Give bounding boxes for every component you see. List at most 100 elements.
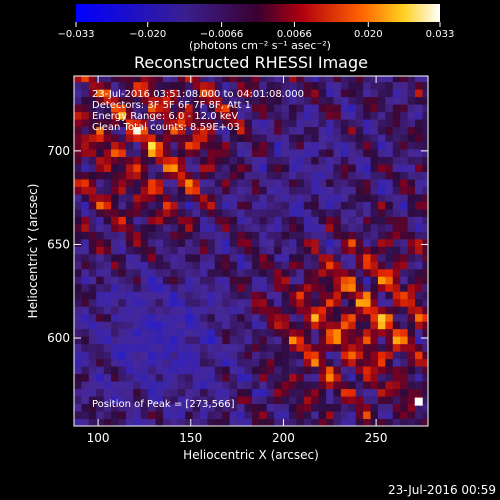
heatmap-cell [125, 208, 134, 217]
heatmap-cell [81, 89, 90, 98]
heatmap-cell [266, 321, 275, 330]
heatmap-cell [148, 193, 157, 202]
heatmap-cell [385, 148, 394, 157]
heatmap-cell [111, 253, 119, 262]
heatmap-cell [288, 231, 297, 240]
heatmap-cell [407, 148, 416, 157]
heatmap-cell [296, 291, 305, 300]
heatmap-cell [392, 134, 401, 143]
heatmap-cell [333, 313, 342, 322]
heatmap-cell [392, 313, 401, 322]
heatmap-cell [177, 291, 186, 300]
heatmap-cell [251, 321, 260, 330]
heatmap-cell [311, 223, 320, 232]
heatmap-cell [370, 178, 379, 187]
heatmap-cell [148, 216, 157, 225]
heatmap-cell [88, 178, 97, 187]
heatmap-cell [385, 81, 394, 90]
heatmap-cell [237, 89, 246, 98]
heatmap-cell [237, 238, 246, 247]
heatmap-cell [177, 193, 186, 202]
heatmap-cell [81, 403, 90, 412]
heatmap-cell [74, 208, 82, 217]
heatmap-cell [333, 119, 342, 128]
heatmap-cell [140, 96, 149, 105]
heatmap-cell [214, 403, 223, 412]
heatmap-cell [400, 119, 409, 128]
heatmap-cell [370, 76, 379, 83]
heatmap-cell [125, 396, 134, 405]
heatmap-cell [244, 148, 253, 157]
heatmap-cell [88, 201, 97, 210]
heatmap-cell [422, 358, 428, 367]
heatmap-cell [133, 396, 142, 405]
heatmap-cell [266, 156, 275, 165]
heatmap-cell [288, 411, 297, 420]
heatmap-cell [377, 126, 386, 135]
heatmap-cell [259, 336, 268, 345]
heatmap-cell [355, 119, 364, 128]
heatmap-cell [162, 104, 171, 113]
heatmap-cell [326, 343, 334, 352]
heatmap-cell [288, 351, 297, 360]
heatmap-cell [140, 134, 149, 143]
heatmap-cell [407, 223, 416, 232]
heatmap-cell [125, 119, 134, 128]
heatmap-cell [281, 276, 290, 285]
heatmap-cell [170, 81, 179, 90]
heatmap-cell [74, 283, 82, 292]
heatmap-cell [303, 268, 312, 277]
heatmap-cell [140, 186, 149, 195]
heatmap-cell [326, 186, 334, 195]
heatmap-cell [377, 148, 386, 157]
heatmap-cell [333, 328, 342, 337]
heatmap-cell [348, 208, 357, 217]
heatmap-cell [281, 171, 290, 180]
heatmap-cell [370, 298, 379, 307]
heatmap-cell [377, 186, 386, 195]
heatmap-cell [370, 126, 379, 135]
heatmap-cell [274, 81, 283, 90]
heatmap-cell [222, 141, 231, 150]
heatmap-cell [422, 366, 428, 375]
plot-frame [73, 75, 429, 427]
heatmap-cell [355, 201, 364, 210]
heatmap-cell [407, 418, 416, 426]
heatmap-cell [88, 396, 97, 405]
heatmap-cell [355, 193, 364, 202]
heatmap-cell [251, 126, 260, 135]
heatmap-cell [192, 351, 201, 360]
heatmap-cell [81, 261, 90, 270]
heatmap-cell [370, 261, 379, 270]
heatmap-cell [348, 343, 357, 352]
heatmap-cell [363, 231, 372, 240]
heatmap-cell [177, 261, 186, 270]
heatmap-cell [162, 268, 171, 277]
heatmap-cell [96, 283, 105, 292]
heatmap-cell [96, 373, 105, 382]
heatmap-cell [177, 178, 186, 187]
heatmap-cell [177, 276, 186, 285]
heatmap-cell [370, 216, 379, 225]
heatmap-cell [370, 148, 379, 157]
heatmap-cell [311, 396, 320, 405]
heatmap-cell [88, 268, 97, 277]
x-tick-label: 250 [365, 431, 388, 445]
heatmap-cell [222, 291, 231, 300]
heatmap-cell [303, 223, 312, 232]
heatmap-cell [125, 186, 134, 195]
heatmap-cell [214, 291, 223, 300]
heatmap-cell [140, 111, 149, 120]
heatmap-cell [392, 178, 401, 187]
heatmap-cell [214, 134, 223, 143]
heatmap-cell [125, 163, 134, 172]
heatmap-cell [155, 373, 164, 382]
heatmap-cell [103, 253, 112, 262]
heatmap-cell [340, 201, 349, 210]
heatmap-cell [125, 216, 134, 225]
heatmap-cell [207, 381, 216, 390]
heatmap-cell [81, 238, 90, 247]
heatmap-cell [296, 171, 305, 180]
heatmap-cell [415, 298, 423, 307]
